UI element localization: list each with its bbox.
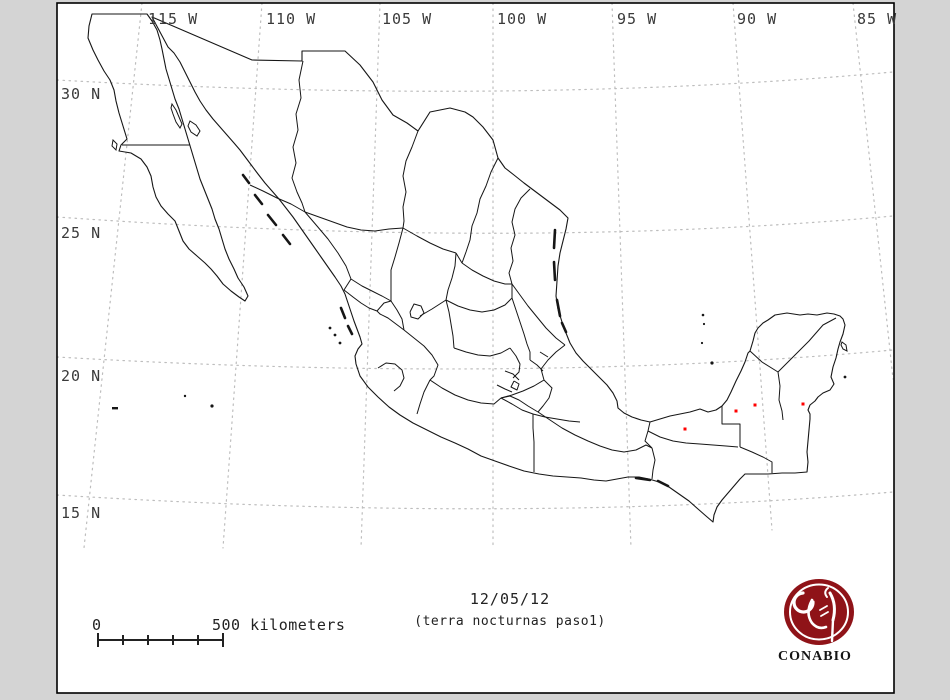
fire-hotspots — [683, 402, 805, 431]
meridian-95w — [611, 3, 632, 549]
longitude-label: 100 W — [497, 10, 548, 28]
macaw-tail-icon — [830, 618, 835, 643]
scale-distance-label: 500 kilometers — [212, 616, 346, 634]
map-frame — [56, 2, 895, 694]
conabio-wordmark: CONABIO — [778, 649, 852, 664]
coastal-lagoons — [241, 173, 670, 488]
isla-angel-de-la-guarda — [170, 102, 183, 129]
isla-socorro — [112, 407, 118, 410]
scale-bar-end-tick — [97, 633, 224, 647]
longitude-label: 90 W — [737, 10, 778, 28]
meridian-90w — [732, 3, 773, 531]
logo-ring — [789, 583, 849, 641]
campeche-cay — [700, 341, 704, 345]
pacific-islet — [210, 404, 214, 408]
islands — [111, 102, 848, 410]
hotspot-dot — [753, 403, 757, 407]
subtitle-label: (terra nocturnas paso1) — [414, 614, 606, 629]
logo-disc — [784, 579, 854, 645]
meridian-115w — [83, 3, 143, 549]
islas-marias — [328, 326, 332, 330]
latitude-label: 25 N — [61, 224, 102, 242]
ram-horn-icon — [792, 591, 815, 614]
longitude-label: 105 W — [382, 10, 433, 28]
parallel-30n — [57, 71, 894, 92]
coastlines — [87, 13, 846, 523]
pacific-islet — [183, 394, 187, 398]
date-label: 12/05/12 — [469, 590, 551, 608]
isla-cedros — [111, 138, 118, 152]
campeche-cay — [702, 322, 706, 326]
conabio-logo — [784, 579, 854, 645]
longitude-label: 95 W — [617, 10, 658, 28]
hotspot-dot — [734, 409, 738, 413]
graticule-grid — [57, 3, 894, 549]
longitude-label: 85 W — [857, 10, 898, 28]
campeche-cay — [701, 313, 705, 317]
longitude-label: 115 W — [148, 10, 199, 28]
isla-tiburon — [187, 120, 201, 137]
baja-peninsula — [87, 13, 249, 302]
mainland — [151, 16, 846, 523]
macaw-beak-icon — [824, 587, 829, 598]
hotspot-dot — [683, 427, 687, 431]
ram-face-icon — [807, 598, 828, 630]
campeche-cay — [710, 361, 714, 365]
scale-bar — [97, 633, 224, 647]
parallel-15n — [57, 491, 894, 510]
meridian-105w — [360, 3, 381, 549]
islas-marias — [338, 341, 342, 345]
caribbean-islet — [843, 375, 847, 379]
hotspot-dot — [801, 402, 805, 406]
meridian-110w — [222, 3, 263, 549]
collar-stroke — [819, 605, 829, 617]
map-canvas — [57, 3, 894, 693]
state-borders — [122, 60, 837, 480]
parallel-25n — [57, 215, 894, 234]
latitude-label: 20 N — [61, 367, 102, 385]
macaw-body-icon — [828, 591, 836, 622]
latitude-label: 30 N — [61, 85, 102, 103]
longitude-label: 110 W — [266, 10, 317, 28]
parallel-20n — [57, 349, 894, 370]
latitude-label: 15 N — [61, 504, 102, 522]
islas-marias — [333, 333, 337, 337]
scale-zero-label: 0 — [92, 616, 102, 634]
isla-cozumel — [840, 341, 848, 352]
scale-bar-tick — [122, 635, 199, 645]
